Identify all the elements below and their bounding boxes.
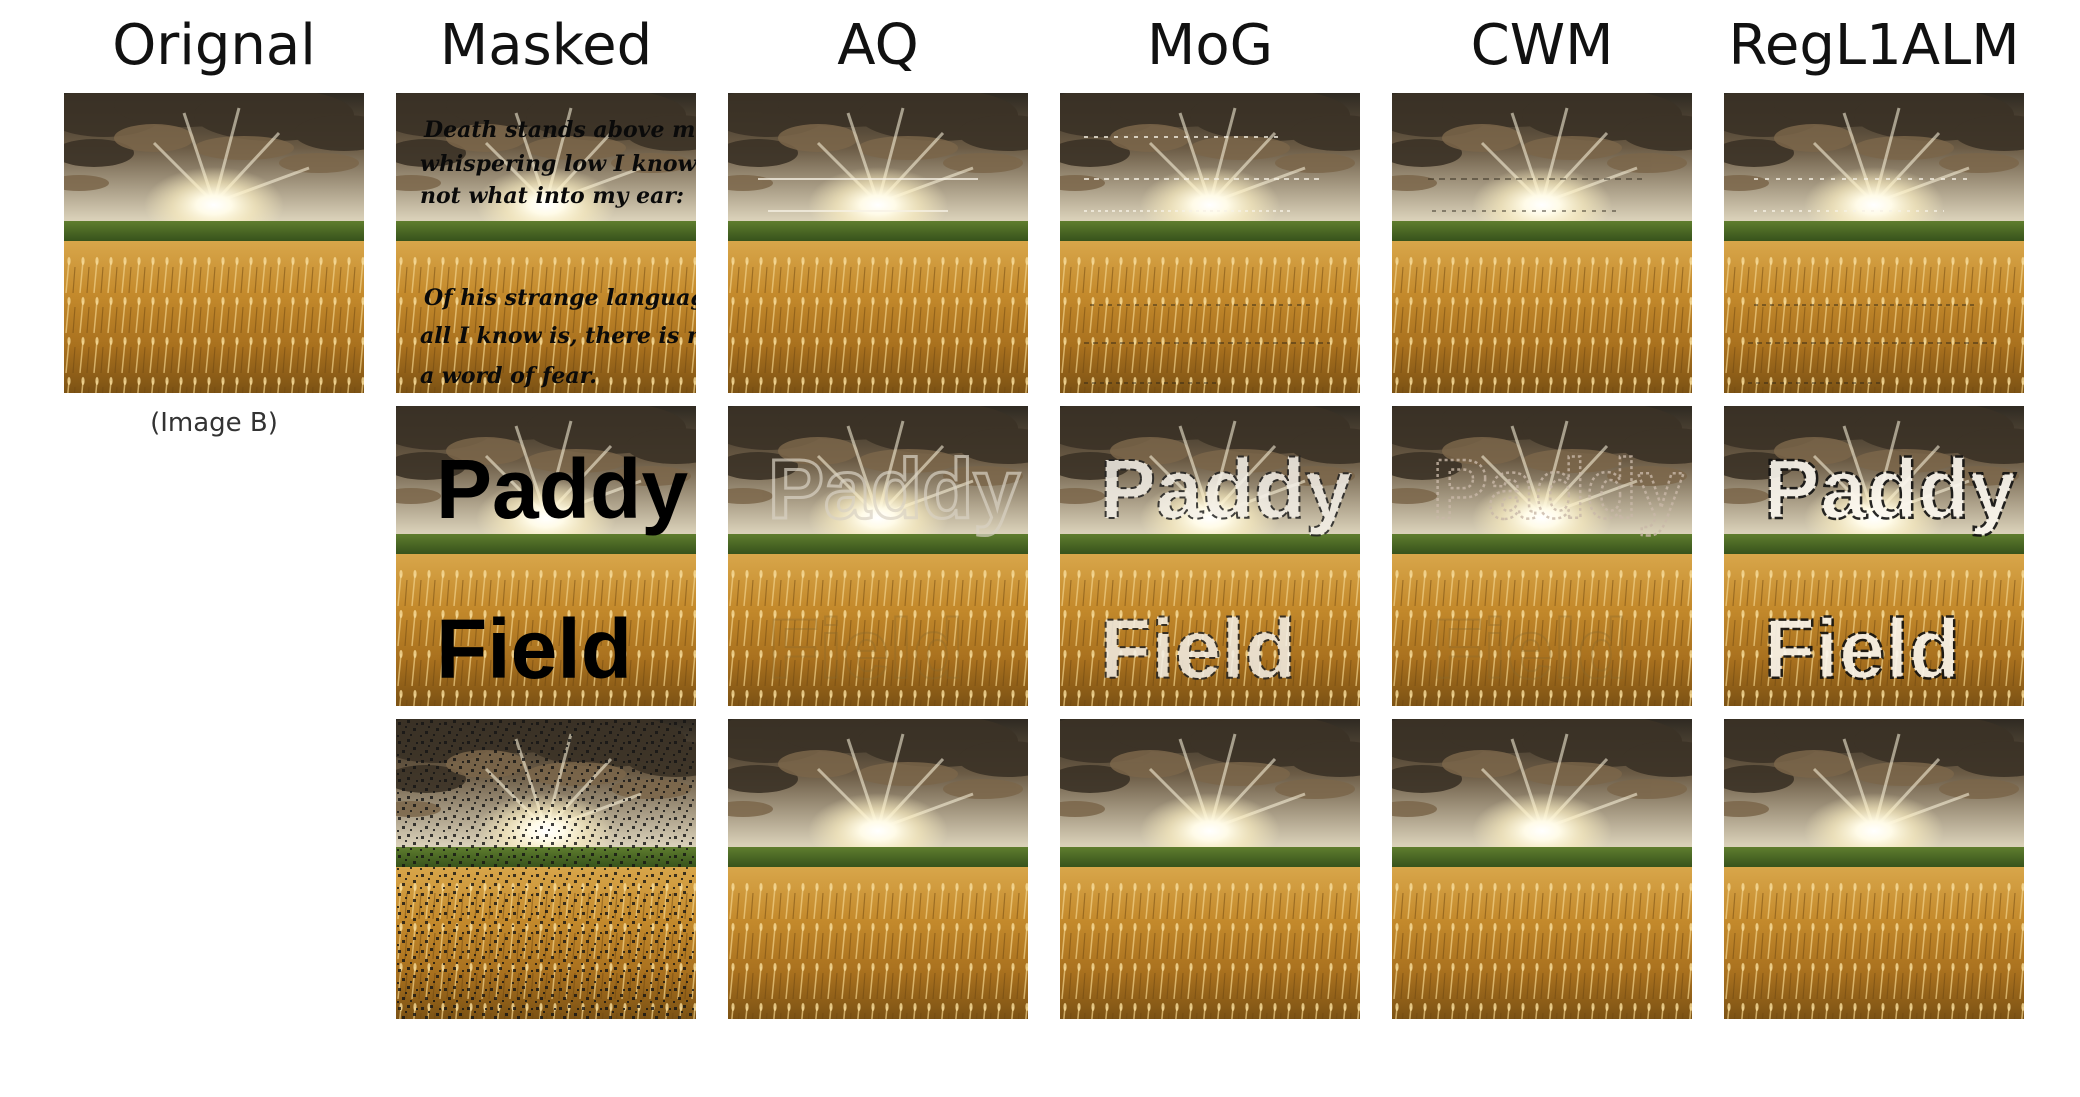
poem-line: Of his strange language [424, 285, 696, 311]
poem-line: Death stands above me, [423, 117, 696, 143]
poem-line: whispering low I know [420, 151, 696, 177]
ghost-word-top: Paddy [1100, 442, 1352, 536]
poem-line: all I know is, there is not [420, 323, 696, 349]
mog-result-words: Paddy Field [1060, 406, 1360, 706]
aq-result-noise [728, 719, 1028, 1019]
column-header-masked: Masked [439, 13, 653, 78]
ghost-word-top: Paddy [768, 442, 1020, 536]
mog-result-text [1060, 93, 1360, 393]
column-header-original: Orignal [112, 13, 316, 78]
ghost-word-bottom: Field [1432, 602, 1628, 696]
cwm-result-words: Paddy Field [1392, 406, 1692, 706]
mog-result-noise [1060, 719, 1360, 1019]
regl1alm-result-words: Paddy Field [1724, 406, 2024, 706]
cwm-result-text [1392, 93, 1692, 393]
aq-result-text [728, 93, 1028, 393]
column-header-cwm: CWM [1470, 13, 1614, 78]
regl1alm-result-noise [1724, 719, 2024, 1019]
regl1alm-result-text [1724, 93, 2024, 393]
ghost-word-bottom: Field [1764, 602, 1960, 696]
mask-word-top: Paddy [436, 442, 688, 536]
ghost-word-top: Paddy [1764, 442, 2016, 536]
original-caption: (Image B) [150, 408, 278, 438]
column-header-aq: AQ [837, 13, 919, 78]
cwm-result-noise [1392, 719, 1692, 1019]
ghost-word-bottom: Field [1100, 602, 1296, 696]
mask-word-bottom: Field [436, 602, 632, 696]
original-image [64, 93, 364, 393]
poem-line: a word of fear. [420, 363, 597, 389]
ghost-word-bottom: Field [768, 602, 964, 696]
masked-image-noise [396, 719, 696, 1019]
masked-image-text: Death stands above me, whispering low I … [396, 93, 696, 393]
aq-result-words: Paddy Field [728, 406, 1028, 706]
poem-line: not what into my ear: [420, 183, 684, 209]
masked-image-words: Paddy Field [396, 406, 696, 706]
column-header-regl1alm: RegL1ALM [1728, 13, 2020, 78]
ghost-word-top: Paddy [1432, 442, 1684, 536]
column-header-mog: MoG [1147, 13, 1273, 78]
